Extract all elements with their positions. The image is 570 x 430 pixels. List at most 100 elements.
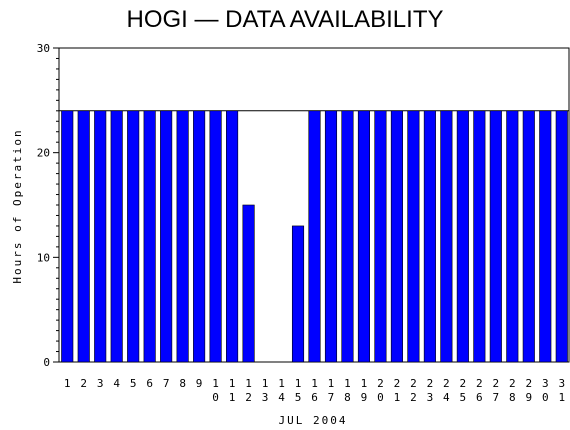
svg-text:2: 2 <box>410 377 417 390</box>
y-axis: 0 10 20 30 <box>37 42 59 369</box>
svg-text:2: 2 <box>443 377 450 390</box>
bar <box>77 110 90 363</box>
svg-text:3: 3 <box>427 391 434 404</box>
x-tick-label: 28 <box>509 377 516 404</box>
svg-text:6: 6 <box>146 377 153 390</box>
svg-text:7: 7 <box>163 377 170 390</box>
svg-text:9: 9 <box>525 391 532 404</box>
svg-text:0: 0 <box>377 391 384 404</box>
svg-text:1: 1 <box>212 377 219 390</box>
svg-text:4: 4 <box>443 391 450 404</box>
bar <box>324 110 338 363</box>
y-tick-label: 20 <box>37 147 50 160</box>
svg-text:8: 8 <box>344 391 351 404</box>
svg-text:1: 1 <box>245 377 252 390</box>
svg-text:6: 6 <box>476 391 483 404</box>
x-axis: 1 2 3 4 5 6 7 8 9 1011121314151617181920212223242… <box>64 377 565 404</box>
svg-text:2: 2 <box>80 377 87 390</box>
x-tick-label: 3 <box>97 377 104 390</box>
svg-text:4: 4 <box>278 391 285 404</box>
svg-text:1: 1 <box>394 391 401 404</box>
bar <box>127 110 140 363</box>
bar <box>143 110 156 363</box>
x-tick-label: 1 <box>64 377 71 390</box>
svg-text:0: 0 <box>212 391 219 404</box>
x-tick-label: 13 <box>262 377 269 404</box>
y-tick-label: 10 <box>37 251 50 264</box>
bar <box>374 110 387 363</box>
y-axis-label: Hours of Operation <box>11 128 24 283</box>
x-tick-label: 6 <box>146 377 153 390</box>
x-tick-label: 17 <box>328 377 335 404</box>
bars <box>61 110 568 363</box>
svg-text:2: 2 <box>377 377 384 390</box>
bar <box>506 110 519 363</box>
bar <box>94 110 107 363</box>
x-tick-label: 22 <box>410 377 417 404</box>
x-tick-label: 30 <box>542 377 549 404</box>
svg-text:2: 2 <box>245 391 252 404</box>
x-tick-label: 20 <box>377 377 384 404</box>
svg-text:2: 2 <box>394 377 401 390</box>
x-tick-label: 11 <box>229 377 236 404</box>
x-tick-label: 10 <box>212 377 219 404</box>
bar <box>242 204 255 363</box>
x-tick-label: 25 <box>460 377 467 404</box>
y-tick-label: 30 <box>37 42 50 55</box>
svg-text:3: 3 <box>542 377 549 390</box>
svg-text:1: 1 <box>229 377 236 390</box>
svg-text:1: 1 <box>361 377 368 390</box>
bar <box>473 110 486 363</box>
bar <box>209 110 222 363</box>
svg-text:2: 2 <box>476 377 483 390</box>
svg-text:2: 2 <box>493 377 500 390</box>
bar <box>555 110 568 363</box>
svg-text:3: 3 <box>262 391 269 404</box>
bar <box>193 110 206 363</box>
bar <box>407 110 420 363</box>
bar <box>456 110 469 363</box>
svg-text:1: 1 <box>229 391 236 404</box>
svg-text:2: 2 <box>509 377 516 390</box>
bar <box>390 110 403 363</box>
svg-text:1: 1 <box>328 377 335 390</box>
x-tick-label: 8 <box>179 377 186 390</box>
bar <box>341 110 354 363</box>
svg-text:4: 4 <box>113 377 120 390</box>
svg-text:2: 2 <box>410 391 417 404</box>
bar <box>226 110 239 363</box>
svg-text:5: 5 <box>295 391 302 404</box>
x-tick-label: 16 <box>311 377 318 404</box>
svg-text:0: 0 <box>542 391 549 404</box>
svg-text:6: 6 <box>311 391 318 404</box>
svg-text:2: 2 <box>427 377 434 390</box>
svg-text:2: 2 <box>525 377 532 390</box>
svg-text:1: 1 <box>344 377 351 390</box>
svg-text:1: 1 <box>311 377 318 390</box>
svg-text:7: 7 <box>493 391 500 404</box>
bar <box>291 225 305 363</box>
bar <box>489 110 502 363</box>
bar <box>440 110 453 363</box>
bar <box>176 110 189 363</box>
svg-text:1: 1 <box>64 377 71 390</box>
x-tick-label: 4 <box>113 377 120 390</box>
x-tick-label: 31 <box>558 377 565 404</box>
x-axis-label: JUL 2004 <box>279 414 348 427</box>
bar <box>61 110 74 363</box>
x-tick-label: 15 <box>295 377 302 404</box>
x-tick-label: 2 <box>80 377 87 390</box>
x-tick-label: 24 <box>443 377 450 404</box>
x-tick-label: 5 <box>130 377 137 390</box>
svg-text:3: 3 <box>97 377 104 390</box>
svg-text:5: 5 <box>460 391 467 404</box>
svg-text:9: 9 <box>196 377 203 390</box>
bar <box>423 110 436 363</box>
svg-text:8: 8 <box>179 377 186 390</box>
svg-text:7: 7 <box>328 391 335 404</box>
x-tick-label: 9 <box>196 377 203 390</box>
x-tick-label: 26 <box>476 377 483 404</box>
x-tick-label: 29 <box>525 377 532 404</box>
y-tick-label: 0 <box>43 356 50 369</box>
